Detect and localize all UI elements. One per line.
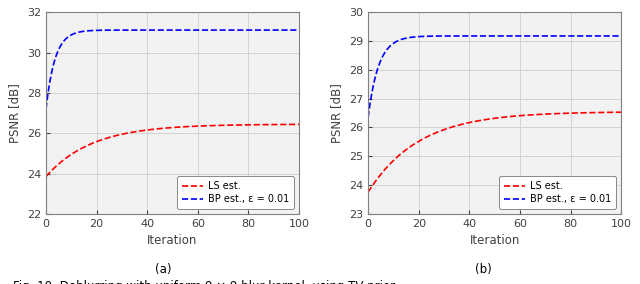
BP est., ε = 0.01 (109, 28, 117, 32)
LS est. (52, 164, 60, 168)
X-axis label: Iteration: Iteration (469, 234, 520, 247)
BP est., ε = 0.01 (431, 34, 439, 38)
Text: (b): (b) (475, 263, 492, 276)
Text: (a): (a) (155, 263, 172, 276)
BP est., ε = 0.01 (42, 107, 50, 111)
Line: BP est., ε = 0.01: BP est., ε = 0.01 (368, 36, 621, 117)
LS est. (605, 111, 612, 114)
BP est., ε = 0.01 (364, 116, 372, 119)
LS est. (364, 191, 372, 194)
Line: LS est.: LS est. (46, 124, 299, 177)
LS est. (109, 135, 117, 138)
Y-axis label: PSNR [dB]: PSNR [dB] (8, 83, 21, 143)
Line: LS est.: LS est. (368, 112, 621, 192)
BP est., ε = 0.01 (89, 29, 97, 32)
LS est. (295, 123, 303, 126)
LS est. (42, 175, 50, 178)
LS est. (380, 170, 387, 173)
LS est. (274, 123, 282, 126)
LS est. (282, 123, 290, 126)
LS est. (431, 131, 439, 135)
Text: Fig. 10: Deblurring with uniform 9 × 9 blur kernel, using TV prior: Fig. 10: Deblurring with uniform 9 × 9 b… (13, 280, 395, 284)
LS est. (412, 142, 419, 145)
LS est. (618, 110, 625, 114)
BP est., ε = 0.01 (596, 34, 604, 38)
BP est., ε = 0.01 (374, 65, 382, 69)
X-axis label: Iteration: Iteration (147, 234, 198, 247)
BP est., ε = 0.01 (605, 34, 612, 38)
BP est., ε = 0.01 (58, 43, 65, 46)
LS est. (89, 141, 97, 145)
Y-axis label: PSNR [dB]: PSNR [dB] (330, 83, 344, 143)
BP est., ε = 0.01 (618, 34, 625, 38)
Line: BP est., ε = 0.01: BP est., ε = 0.01 (46, 30, 299, 109)
Legend: LS est., BP est., ε = 0.01: LS est., BP est., ε = 0.01 (499, 176, 616, 209)
BP est., ε = 0.01 (274, 28, 282, 32)
BP est., ε = 0.01 (282, 28, 290, 32)
BP est., ε = 0.01 (412, 35, 419, 39)
LS est. (374, 176, 382, 179)
BP est., ε = 0.01 (380, 53, 387, 57)
BP est., ε = 0.01 (295, 28, 303, 32)
LS est. (596, 111, 604, 114)
BP est., ε = 0.01 (52, 54, 60, 57)
Legend: LS est., BP est., ε = 0.01: LS est., BP est., ε = 0.01 (177, 176, 294, 209)
LS est. (58, 160, 65, 164)
